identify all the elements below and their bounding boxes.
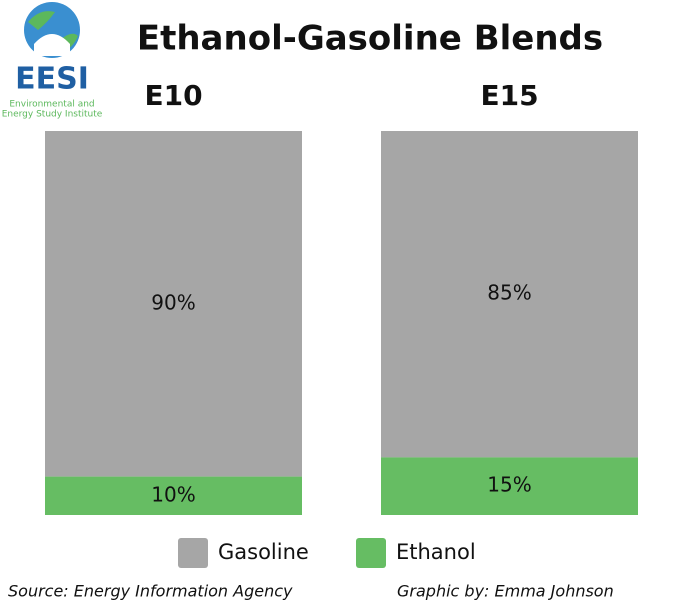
bar-segment bbox=[45, 476, 302, 515]
legend-label: Gasoline bbox=[218, 540, 309, 564]
logo-line: Environmental and bbox=[9, 100, 94, 110]
logo: EESI Environmental and Energy Study Inst… bbox=[2, 2, 103, 120]
value-label: 15% bbox=[487, 473, 531, 497]
bar-segment bbox=[381, 131, 638, 458]
value-label: 85% bbox=[487, 281, 531, 305]
bar-segment bbox=[45, 131, 302, 477]
legend-swatch bbox=[356, 538, 386, 568]
category-label: E10 bbox=[144, 79, 202, 112]
value-label: 10% bbox=[151, 482, 195, 506]
legend-swatch bbox=[178, 538, 208, 568]
bar-segment bbox=[381, 457, 638, 515]
value-label: 90% bbox=[151, 290, 195, 314]
category-label: E15 bbox=[480, 79, 538, 112]
logo-line: Energy Study Institute bbox=[2, 110, 103, 120]
chart-title: Ethanol-Gasoline Blends bbox=[137, 19, 603, 59]
credit: Graphic by: Emma Johnson bbox=[397, 582, 614, 601]
logo-name: EESI bbox=[15, 62, 89, 97]
logo-capitol bbox=[34, 34, 70, 56]
legend-label: Ethanol bbox=[396, 540, 476, 564]
source: Source: Energy Information Agency bbox=[8, 582, 293, 601]
